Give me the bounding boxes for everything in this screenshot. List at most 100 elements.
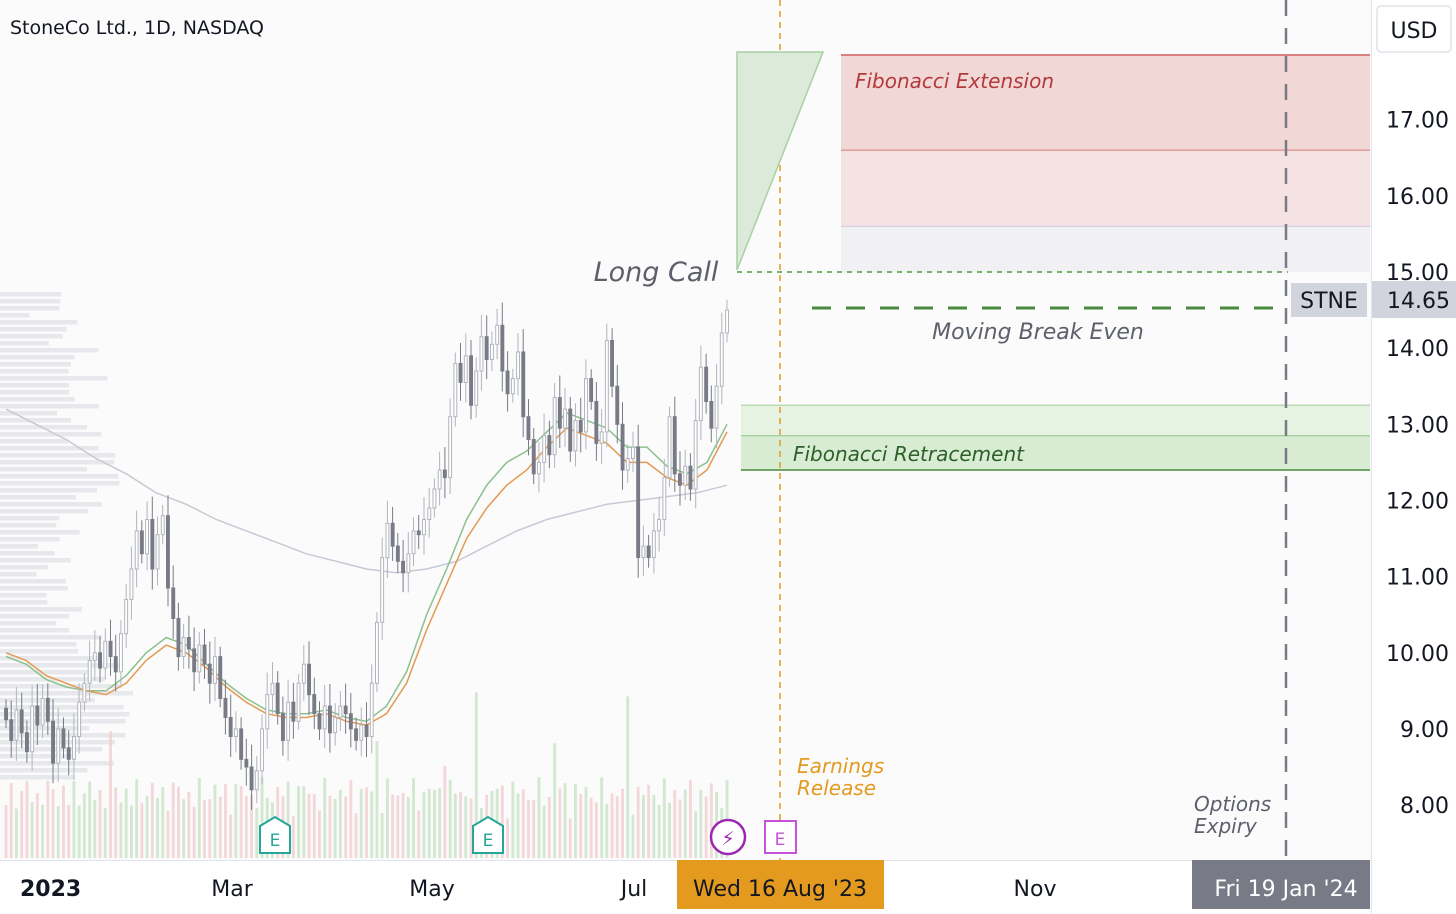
candle-body: [192, 648, 197, 673]
dividend-event-marker[interactable]: ⚡: [709, 818, 747, 856]
candle-body: [458, 362, 463, 383]
price-axis-background[interactable]: [1372, 0, 1456, 914]
candle-body: [317, 713, 322, 730]
volume-profile-row: [0, 355, 75, 360]
volume-bar: [433, 789, 436, 858]
volume-bar: [302, 786, 306, 858]
volume-bar: [4, 805, 8, 858]
earnings-icon: E: [270, 831, 281, 851]
volume-bar: [140, 802, 144, 858]
volume-bar: [354, 813, 358, 858]
candle-body: [92, 652, 97, 661]
upcoming-earnings-marker[interactable]: E: [764, 820, 797, 854]
candle-body: [416, 530, 421, 536]
candle-body: [662, 477, 667, 521]
candle-body: [9, 719, 14, 741]
volume-bar: [208, 799, 212, 858]
volume-bar: [375, 741, 379, 858]
candle-body: [307, 663, 312, 696]
symbol-title[interactable]: StoneCo Ltd., 1D, NASDAQ: [10, 17, 264, 39]
volume-bar: [286, 781, 290, 858]
candle-body: [270, 682, 275, 696]
volume-bar: [694, 811, 698, 858]
earnings-label-line2[interactable]: Release: [797, 776, 876, 800]
expiry-label-line2[interactable]: Expiry: [1194, 814, 1258, 838]
earnings-label-line1[interactable]: Earnings: [797, 754, 884, 778]
volume-bar: [657, 804, 661, 858]
sma-200-line: [5, 408, 728, 574]
candle-body: [437, 469, 442, 490]
volume-bar: [46, 780, 50, 858]
volume-bar: [35, 793, 39, 858]
earnings-icon: E: [483, 831, 494, 851]
volume-bar: [166, 811, 170, 858]
earnings-event-marker-2[interactable]: E: [472, 815, 504, 854]
volume-profile-row: [0, 369, 69, 374]
volume-bar: [412, 778, 415, 858]
candles: [4, 299, 729, 810]
expiry-label-line1[interactable]: Options: [1194, 792, 1271, 816]
candle-body: [129, 568, 134, 600]
volume-bar: [77, 805, 81, 858]
candle-body: [218, 656, 223, 699]
volume-bar: [396, 795, 400, 858]
volume-profile-row: [0, 663, 122, 668]
volume-bar: [443, 765, 447, 858]
volume-profile-row: [0, 747, 103, 752]
volume-profile-row: [0, 376, 108, 381]
candle-body: [119, 633, 123, 673]
candle-body: [651, 530, 656, 559]
candle-body: [171, 587, 176, 619]
candle-body: [610, 340, 614, 387]
candle-body: [526, 416, 531, 441]
volume-profile-row: [0, 404, 99, 409]
fib-retracement-label[interactable]: Fibonacci Retracement: [793, 442, 1025, 466]
candle-body: [604, 340, 609, 433]
fib-extension-label[interactable]: Fibonacci Extension: [855, 69, 1054, 93]
volume-bar: [312, 794, 316, 858]
candle-body: [286, 701, 291, 741]
candle-body: [667, 416, 672, 479]
earnings-date-badge[interactable]: Wed 16 Aug '23: [677, 860, 884, 909]
volume-bar: [203, 800, 206, 858]
long-call-triangle[interactable]: [736, 51, 825, 271]
candle-body: [61, 728, 66, 749]
candle-body: [155, 534, 160, 570]
candle-body: [469, 355, 474, 406]
candle-body: [704, 366, 709, 403]
fibonacci-zones[interactable]: [741, 54, 1370, 471]
candle-body: [474, 370, 479, 406]
candle-body: [521, 351, 526, 418]
volume-bar: [636, 786, 640, 858]
volume-bar: [448, 779, 452, 858]
candle-body: [442, 469, 447, 479]
volume-profile-row: [0, 411, 58, 416]
volume-bar: [642, 794, 645, 858]
current-price-marker[interactable]: STNE 14.65: [1291, 281, 1456, 318]
candle-body: [108, 640, 113, 657]
candle-body: [72, 736, 76, 760]
volume-bar: [250, 795, 253, 858]
candle-body: [281, 713, 285, 741]
moving-break-even-label[interactable]: Moving Break Even: [932, 320, 1144, 345]
currency-button[interactable]: USD: [1376, 5, 1452, 53]
volume-bar: [474, 692, 478, 858]
x-label-nov: Nov: [1014, 877, 1057, 902]
volume-profile-row: [0, 481, 120, 486]
candle-body: [87, 659, 92, 684]
candle-body: [176, 618, 181, 658]
expiry-date-badge[interactable]: Fri 19 Jan '24: [1192, 860, 1370, 909]
earnings-icon: E: [775, 830, 786, 850]
volume-bar: [114, 787, 118, 858]
candle-body: [265, 694, 270, 730]
candle-body: [166, 515, 170, 589]
volume-bar: [197, 778, 201, 858]
long-call-label[interactable]: Long Call: [594, 257, 719, 288]
candle-body: [573, 420, 578, 452]
candle-body: [51, 720, 55, 764]
volume-bar: [579, 793, 583, 858]
earnings-event-marker-1[interactable]: E: [259, 815, 291, 854]
volume-profile-row: [0, 432, 102, 437]
